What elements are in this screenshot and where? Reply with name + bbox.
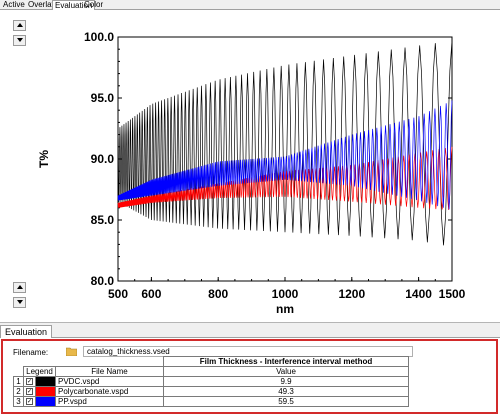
- transmittance-chart: 80.0 85.0 90.0 95.0 100.0 500 600 800 1000 1200 14…: [37, 30, 466, 316]
- row-number: 2: [13, 386, 24, 397]
- evaluation-panel: Filename: catalog_thickness.vsed Film Th…: [1, 339, 498, 414]
- x-tick-label: 600: [141, 287, 161, 301]
- tab-evaluation-results[interactable]: Evaluation: [0, 325, 53, 338]
- x-scroll-up-button[interactable]: [13, 282, 26, 293]
- table-row[interactable]: 3 ✓ PP.vspd 59.5: [13, 396, 409, 407]
- column-header-legend: Legend: [23, 366, 56, 377]
- x-tick-label: 800: [208, 287, 228, 301]
- row-number: 3: [13, 396, 24, 407]
- x-axis-title: nm: [276, 302, 294, 316]
- plot-frame: [117, 36, 453, 282]
- legend-checkbox[interactable]: ✓: [26, 398, 33, 406]
- y-tick-label: 95.0: [91, 91, 115, 105]
- file-name-cell: Polycarbonate.vspd: [55, 386, 164, 397]
- y-tick-label: 100.0: [84, 30, 114, 44]
- group-header: Film Thickness - Interference interval m…: [163, 356, 409, 367]
- y-tick-label: 90.0: [91, 152, 115, 166]
- x-tick-label: 1200: [338, 287, 365, 301]
- tab-color[interactable]: Color: [84, 0, 104, 9]
- y-axis-title: T%: [37, 150, 51, 168]
- file-name-cell: PVDC.vspd: [55, 376, 164, 387]
- legend-color-swatch[interactable]: [36, 387, 55, 396]
- view-tab-strip: Active Overlay Evaluation Color: [0, 0, 500, 10]
- evaluation-table: Film Thickness - Interference interval m…: [13, 356, 409, 407]
- x-tick-label: 1500: [439, 287, 466, 301]
- x-tick-label: 1000: [272, 287, 299, 301]
- filename-label: Filename:: [13, 348, 49, 357]
- legend-checkbox[interactable]: ✓: [26, 388, 33, 396]
- tab-active[interactable]: Active: [3, 0, 25, 9]
- y-scroll-down-button[interactable]: [13, 35, 26, 46]
- series-line-pp-vspd: [117, 100, 453, 210]
- arrow-down-icon: [16, 38, 23, 42]
- row-number: 1: [13, 376, 24, 387]
- evaluation-tab-bar: Evaluation: [0, 323, 500, 338]
- column-header-value: Value: [163, 366, 409, 377]
- x-tick-label: 500: [108, 287, 128, 301]
- y-scroll-up-button[interactable]: [13, 20, 26, 31]
- folder-icon[interactable]: [66, 347, 77, 356]
- table-row[interactable]: 1 ✓ PVDC.vspd 9.9: [13, 376, 409, 387]
- value-cell: 9.9: [163, 376, 409, 387]
- legend-color-swatch[interactable]: [36, 397, 55, 406]
- legend-color-swatch[interactable]: [36, 377, 55, 386]
- arrow-down-icon: [16, 300, 23, 304]
- file-name-cell: PP.vspd: [55, 396, 164, 407]
- tab-overlay[interactable]: Overlay: [28, 0, 56, 9]
- table-row[interactable]: 2 ✓ Polycarbonate.vspd 49.3: [13, 386, 409, 397]
- tab-evaluation[interactable]: Evaluation: [52, 0, 96, 10]
- y-tick-label: 80.0: [91, 274, 115, 288]
- legend-checkbox[interactable]: ✓: [26, 378, 33, 386]
- y-tick-label: 85.0: [91, 213, 115, 227]
- value-cell: 59.5: [163, 396, 409, 407]
- arrow-up-icon: [16, 23, 23, 27]
- column-header-file-name: File Name: [55, 366, 164, 377]
- x-scroll-down-button[interactable]: [13, 297, 26, 308]
- arrow-up-icon: [16, 285, 23, 289]
- x-tick-label: 1400: [405, 287, 432, 301]
- value-cell: 49.3: [163, 386, 409, 397]
